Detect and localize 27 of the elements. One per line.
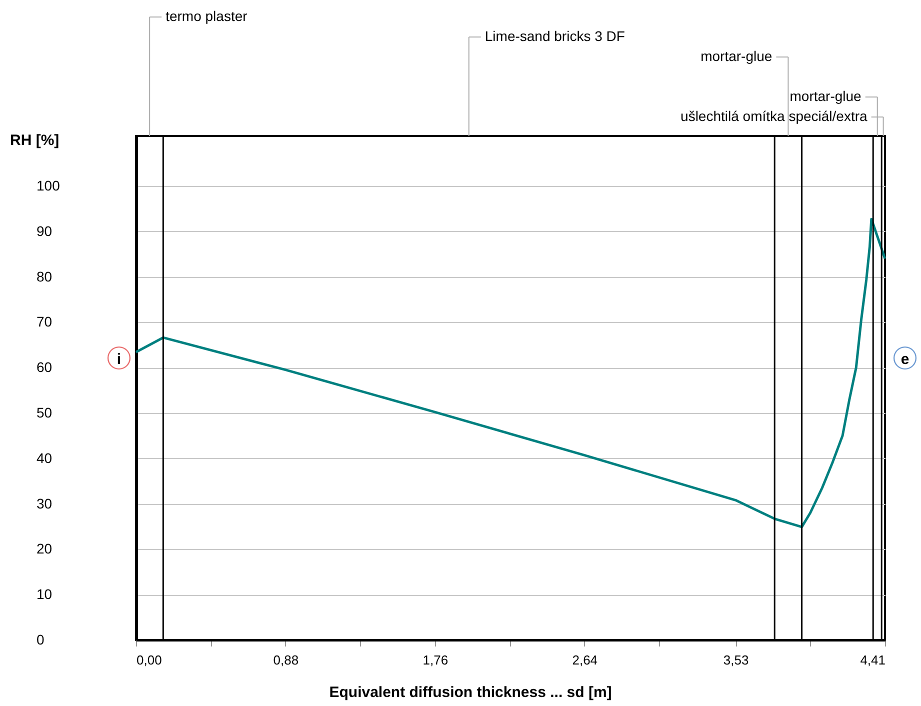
x-tick-label: 0,00 [136, 652, 162, 668]
y-tick-label: 90 [36, 222, 52, 239]
line-series [134, 218, 886, 528]
y-tick-label: 60 [36, 359, 52, 376]
y-tick-label: 0 [36, 632, 44, 648]
x-tick-label: 0,88 [273, 652, 299, 668]
y-tick-label: 50 [36, 404, 52, 420]
x-tick-label: 3,53 [723, 652, 749, 668]
text: mortar-glue [700, 48, 772, 64]
y-tick-label: 100 [36, 177, 60, 194]
text: i [116, 351, 122, 368]
text: mortar-glue [790, 88, 862, 104]
text: Lime-sand bricks 3 DF [484, 28, 625, 44]
text: e [900, 351, 910, 368]
x-axis-title: Equivalent diffusion thickness ... sd [m] [329, 684, 612, 701]
y-tick-label: 20 [36, 540, 52, 557]
x-tick-label: 4,41 [860, 652, 886, 668]
y-tick-label: 10 [36, 586, 52, 602]
text: ušlechtilá omítka speciál/extra [680, 108, 868, 124]
y-tick-label: 40 [36, 450, 52, 466]
y-tick-label: 30 [36, 495, 52, 512]
y-tick-label: 80 [36, 268, 52, 284]
y-axis-title: RH [%] [10, 132, 60, 149]
y-tick-label: 70 [36, 314, 52, 330]
x-tick-label: 2,64 [572, 652, 598, 668]
text: termo plaster [166, 8, 248, 24]
x-tick-label: 1,76 [422, 652, 448, 668]
